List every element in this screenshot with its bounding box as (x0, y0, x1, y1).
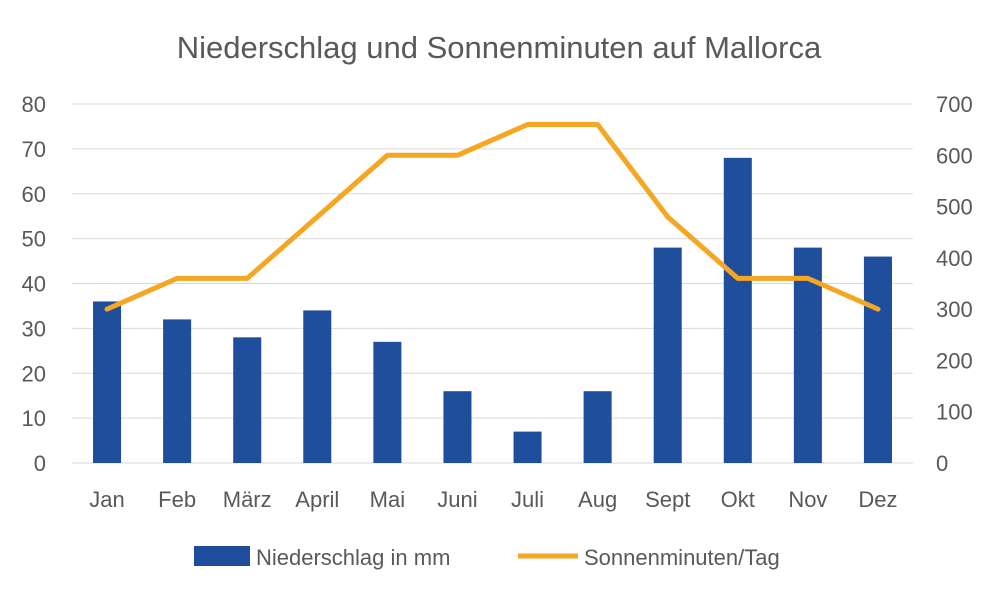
category-label: April (295, 487, 339, 512)
right-tick-label: 700 (936, 92, 973, 117)
left-tick-label: 0 (34, 451, 46, 476)
right-tick-label: 100 (936, 400, 973, 425)
category-label: Dez (858, 487, 897, 512)
legend-swatch-niederschlag (194, 546, 250, 566)
category-label: Juni (437, 487, 477, 512)
bar-Dez (863, 256, 892, 463)
category-label: März (223, 487, 272, 512)
category-label: Nov (788, 487, 827, 512)
bar-Feb (163, 319, 192, 463)
line-sonnenminuten (104, 122, 881, 312)
bar-Mai (373, 341, 402, 463)
gridlines (72, 103, 913, 464)
left-tick-label: 10 (22, 406, 46, 431)
right-tick-label: 600 (936, 143, 973, 168)
left-tick-label: 70 (22, 137, 46, 162)
category-label: Jan (89, 487, 124, 512)
right-tick-label: 500 (936, 195, 973, 220)
legend: Niederschlag in mm Sonnenminuten/Tag (194, 545, 780, 570)
category-label: Juli (511, 487, 544, 512)
category-label: Aug (578, 487, 617, 512)
bar-März (233, 337, 262, 463)
line-series (104, 122, 881, 312)
legend-label-sonnenminuten: Sonnenminuten/Tag (584, 545, 780, 570)
right-tick-label: 300 (936, 297, 973, 322)
left-tick-label: 50 (22, 227, 46, 252)
bar-Sept (653, 247, 682, 463)
chart-title: Niederschlag und Sonnenminuten auf Mallo… (177, 30, 822, 65)
category-label: Feb (158, 487, 196, 512)
right-tick-label: 0 (936, 451, 948, 476)
left-tick-label: 40 (22, 272, 46, 297)
right-tick-label: 400 (936, 246, 973, 271)
left-tick-label: 60 (22, 182, 46, 207)
left-tick-label: 30 (22, 316, 46, 341)
category-label: Mai (370, 487, 405, 512)
bar-series (93, 157, 892, 463)
category-label: Sept (645, 487, 690, 512)
category-label: Okt (721, 487, 755, 512)
right-tick-label: 200 (936, 348, 973, 373)
right-axis-ticks: 0 100 200 300 400 500 600 700 (936, 92, 973, 476)
legend-label-niederschlag: Niederschlag in mm (256, 545, 450, 570)
left-tick-label: 20 (22, 361, 46, 386)
bar-Jan (93, 301, 122, 463)
bar-Juni (443, 391, 472, 463)
left-tick-label: 80 (22, 92, 46, 117)
bar-Okt (723, 157, 752, 463)
left-axis-ticks: 0 10 20 30 40 50 60 70 80 (22, 92, 46, 476)
category-axis-labels: Jan Feb März April Mai Juni Juli Aug Sept Okt Nov D… (89, 487, 897, 512)
bar-Juli (513, 431, 542, 463)
bar-Aug (583, 391, 612, 463)
bar-April (303, 310, 332, 463)
